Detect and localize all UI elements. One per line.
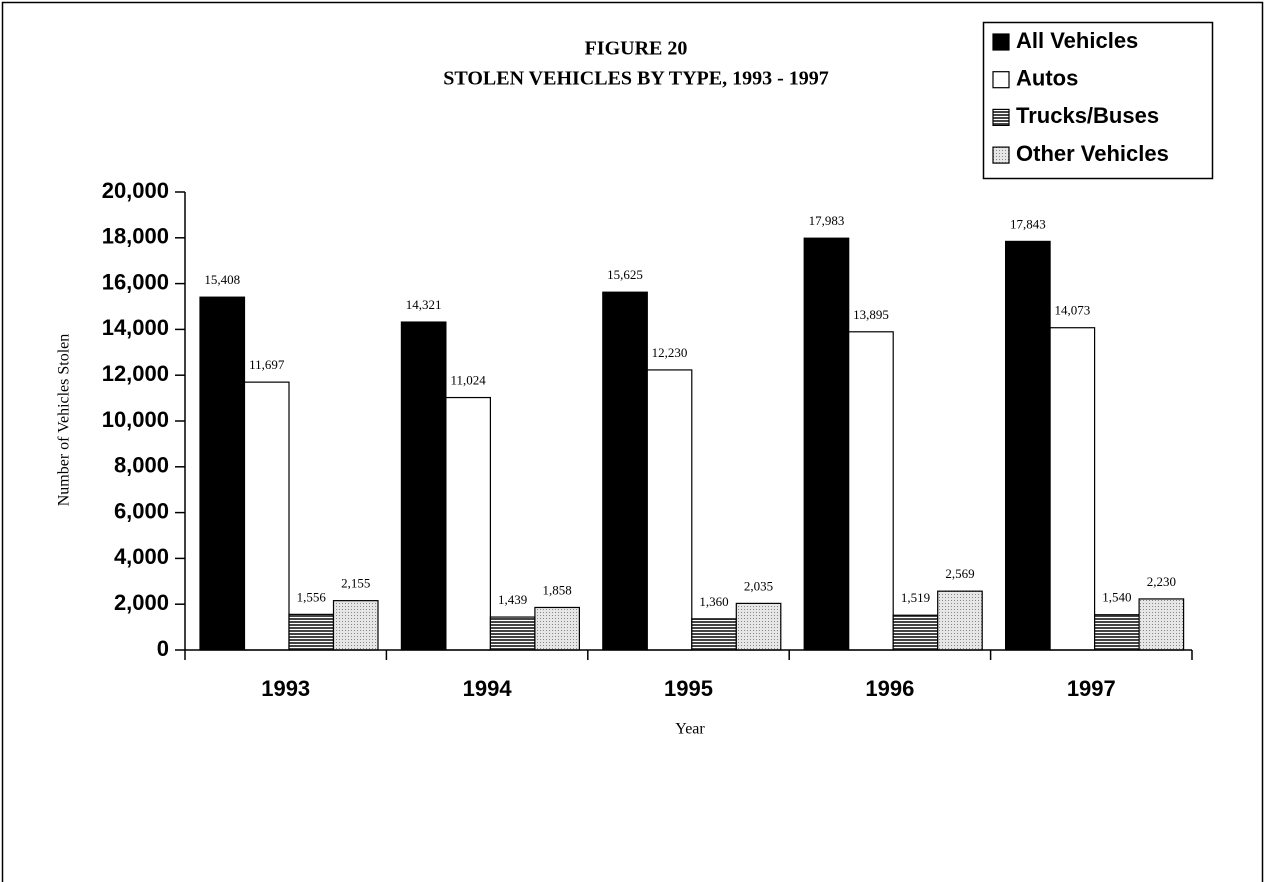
y-tick-label: 12,000 (102, 361, 169, 386)
bar (735, 602, 782, 651)
chart-title: STOLEN VEHICLES BY TYPE, 1993 - 1997 (443, 68, 828, 90)
bar (1004, 240, 1051, 651)
chart-title: FIGURE 20 (585, 38, 688, 60)
value-label: 2,035 (744, 578, 773, 593)
bar (892, 614, 939, 651)
value-label: 1,439 (498, 592, 527, 607)
bar (803, 237, 850, 651)
y-tick-label: 20,000 (102, 178, 169, 203)
bar (534, 606, 581, 651)
value-label: 1,519 (901, 590, 930, 605)
legend-swatch (992, 146, 1010, 164)
value-label: 12,230 (652, 345, 688, 360)
y-tick-label: 6,000 (114, 498, 169, 523)
value-label: 1,540 (1102, 590, 1131, 605)
bar (489, 616, 536, 651)
value-label: 11,697 (249, 357, 285, 372)
legend-box (982, 21, 1214, 180)
legend-label: Other Vehicles (1016, 141, 1169, 166)
legend-swatch (992, 108, 1010, 127)
bar (288, 613, 335, 651)
y-tick-label: 2,000 (114, 590, 169, 615)
bar (1049, 327, 1096, 651)
value-label: 14,321 (406, 297, 442, 312)
bar (646, 369, 693, 651)
bar (332, 600, 379, 651)
value-label: 17,843 (1010, 216, 1046, 231)
x-tick-label: 1997 (1067, 676, 1116, 701)
x-axis-label: Year (675, 721, 705, 738)
bar (937, 590, 983, 651)
value-label: 1,556 (297, 589, 327, 604)
bar (243, 381, 290, 651)
x-tick-label: 1996 (865, 676, 914, 701)
bar (1138, 598, 1185, 651)
legend-label: Trucks/Buses (1016, 103, 1159, 128)
value-label: 13,895 (853, 307, 889, 322)
x-tick-label: 1993 (261, 676, 310, 701)
bar (1093, 614, 1140, 651)
value-label: 1,858 (543, 582, 572, 597)
bar (199, 296, 246, 651)
y-tick-label: 16,000 (102, 269, 169, 294)
value-label: 1,360 (699, 594, 728, 609)
value-label: 17,983 (809, 213, 845, 228)
y-tick-label: 18,000 (102, 224, 169, 249)
y-axis-label: Number of Vehicles Stolen (56, 334, 73, 507)
bar (691, 618, 737, 651)
value-label: 14,073 (1054, 303, 1090, 318)
y-tick-label: 14,000 (102, 315, 169, 340)
value-label: 15,625 (607, 267, 643, 282)
legend-swatch (992, 71, 1010, 89)
y-tick-label: 4,000 (114, 544, 169, 569)
bar (445, 396, 491, 651)
value-label: 15,408 (204, 272, 240, 287)
value-label: 2,155 (341, 576, 370, 591)
y-tick-label: 10,000 (102, 407, 169, 432)
value-label: 2,230 (1147, 574, 1176, 589)
x-tick-label: 1995 (664, 676, 713, 701)
legend-label: Autos (1016, 66, 1078, 91)
bar (602, 291, 648, 651)
y-tick-label: 8,000 (114, 453, 169, 478)
bar (848, 331, 894, 651)
legend-swatch (992, 33, 1010, 51)
value-label: 11,024 (451, 373, 487, 388)
x-tick-label: 1994 (463, 676, 513, 701)
legend-label: All Vehicles (1016, 28, 1138, 53)
value-label: 2,569 (945, 566, 974, 581)
bar (400, 321, 447, 651)
y-tick-label: 0 (157, 636, 169, 661)
